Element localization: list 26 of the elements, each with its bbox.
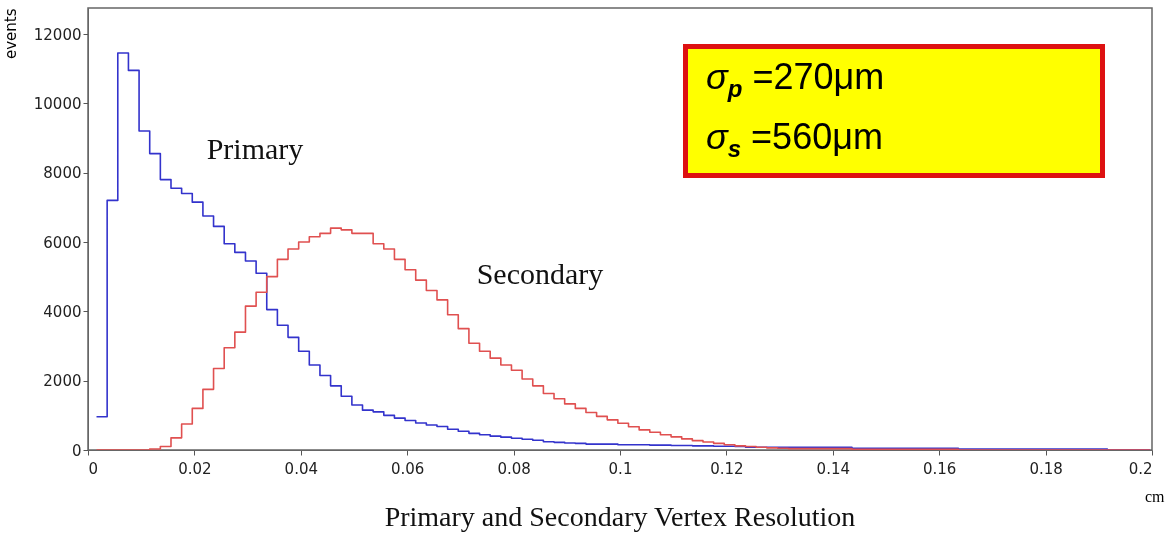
x-tick-label: 0.16 [923,459,957,478]
x-tick-label: 0.14 [816,459,850,478]
x-tick-label: 0.2 [1128,459,1153,478]
series-label: Secondary [476,257,604,290]
x-axis-title: cm [1144,487,1166,505]
y-tick-label: 6000 [43,233,82,252]
x-tick-label: 0 [88,459,99,478]
text-box: σ$_{p}$ =270μm σ$_{s}$ =560μm [683,44,1105,178]
y-tick-label: 12000 [33,25,82,44]
y-axis-title: events [1,8,20,60]
annotation: σ$_{p}$ =270μm [706,56,886,105]
series-label: Primary [206,132,304,165]
y-tick-label: 0 [71,441,82,460]
x-tick-label: 0.12 [710,459,744,478]
x-tick-label: 0.1 [608,459,633,478]
x-tick-label: 0.18 [1029,459,1063,478]
y-tick-label: 2000 [43,372,82,391]
x-tick-label: 0.02 [178,459,212,478]
annotation: σ$_{s}$ =560μm [706,116,884,165]
y-tick-label: 4000 [43,302,82,321]
x-tick-label: 0.06 [391,459,425,478]
text: Primary and Secondary Vertex Resolution [384,501,856,532]
y-tick-label: 8000 [43,164,82,183]
x-tick-label: 0.08 [497,459,531,478]
x-tick-label: 0.04 [284,459,318,478]
y-tick-label: 10000 [33,94,82,113]
